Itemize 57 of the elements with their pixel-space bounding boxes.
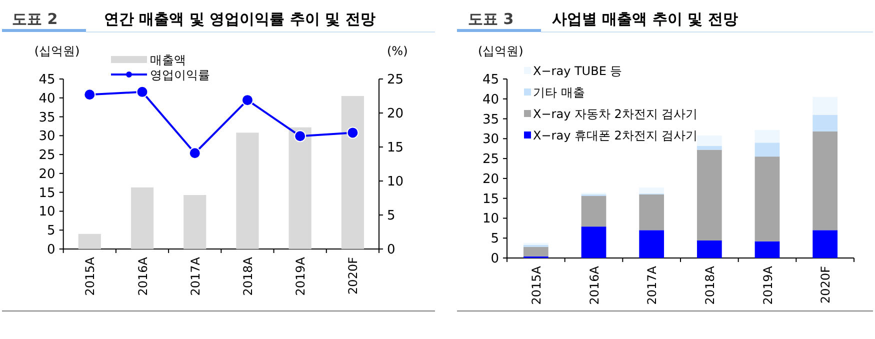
point — [346, 126, 359, 139]
y-tick-label: 45 — [38, 72, 56, 88]
x-tick-label: 2017A — [645, 265, 660, 305]
x-tick-label: 2019A — [760, 265, 775, 305]
y-tick-label: 25 — [482, 152, 499, 168]
y-tick-label: 5 — [47, 224, 56, 239]
x-tick-label: 2019A — [294, 256, 308, 296]
x-tick-label: 2015A — [529, 265, 544, 305]
y-tick-label: 15 — [482, 192, 499, 207]
legend-label: X−ray 휴대폰 2차전지 검사기 — [533, 128, 698, 142]
y2-axis-title: (%) — [387, 44, 408, 58]
y-axis-title: (십억원) — [34, 44, 80, 58]
x-tick-label: 2018A — [240, 256, 255, 296]
y-tick-label: 20 — [38, 166, 56, 182]
y-tick-label: 0 — [47, 242, 56, 258]
chart-title: 도표 3 — [468, 10, 514, 28]
x-tick-label: 2020F — [346, 256, 360, 294]
y-tick-label: 45 — [482, 72, 499, 88]
chart-title: 도표 2 — [12, 10, 58, 28]
y-tick-label: 10 — [482, 212, 499, 227]
x-tick-label: 2017A — [188, 256, 202, 296]
y2-tick-label: 15 — [387, 140, 404, 156]
y-tick-label: 10 — [38, 204, 56, 220]
y-tick-label: 40 — [482, 92, 499, 108]
y2-tick-label: 5 — [387, 208, 396, 224]
x-tick-label: 2015A — [83, 256, 98, 296]
y2-tick-label: 10 — [387, 174, 404, 190]
y2-tick-label: 25 — [387, 72, 404, 88]
y-axis-title: (십억원) — [478, 44, 524, 58]
y-tick-label: 0 — [490, 252, 499, 266]
y2-tick-label: 0 — [387, 242, 396, 258]
y-tick-label: 35 — [38, 110, 56, 126]
chart-subtitle: 연간 매출액 및 영업이익률 추이 및 전망 — [104, 10, 376, 28]
legend-label: 영업이익률 — [150, 68, 210, 82]
y-tick-label: 20 — [482, 172, 499, 187]
y-tick-label: 30 — [482, 132, 499, 148]
point — [136, 86, 148, 98]
y-tick-label: 15 — [38, 186, 56, 201]
y-tick-label: 5 — [490, 232, 499, 247]
x-tick-label: 2016A — [587, 265, 602, 305]
point — [84, 88, 96, 101]
legend-label: 매출액 — [150, 53, 186, 67]
y-tick-label: 40 — [38, 91, 56, 106]
x-tick-label: 2016A — [136, 256, 150, 296]
x-tick-label: 2018A — [702, 265, 717, 305]
point — [241, 94, 254, 106]
y-tick-label: 25 — [38, 148, 56, 164]
legend-label: X−ray 자동차 2차전지 검사기 — [533, 107, 698, 121]
legend-label: 기타 매출 — [533, 86, 585, 100]
y2-tick-label: 20 — [387, 106, 404, 122]
y-tick-label: 35 — [482, 112, 499, 128]
y-tick-label: 30 — [38, 129, 56, 144]
legend-label: X−ray TUBE 등 — [533, 64, 622, 78]
point — [188, 147, 201, 160]
point — [294, 130, 306, 142]
x-tick-label: 2020F — [818, 266, 833, 304]
chart-subtitle: 사업별 매출액 추이 및 전망 — [552, 10, 738, 28]
